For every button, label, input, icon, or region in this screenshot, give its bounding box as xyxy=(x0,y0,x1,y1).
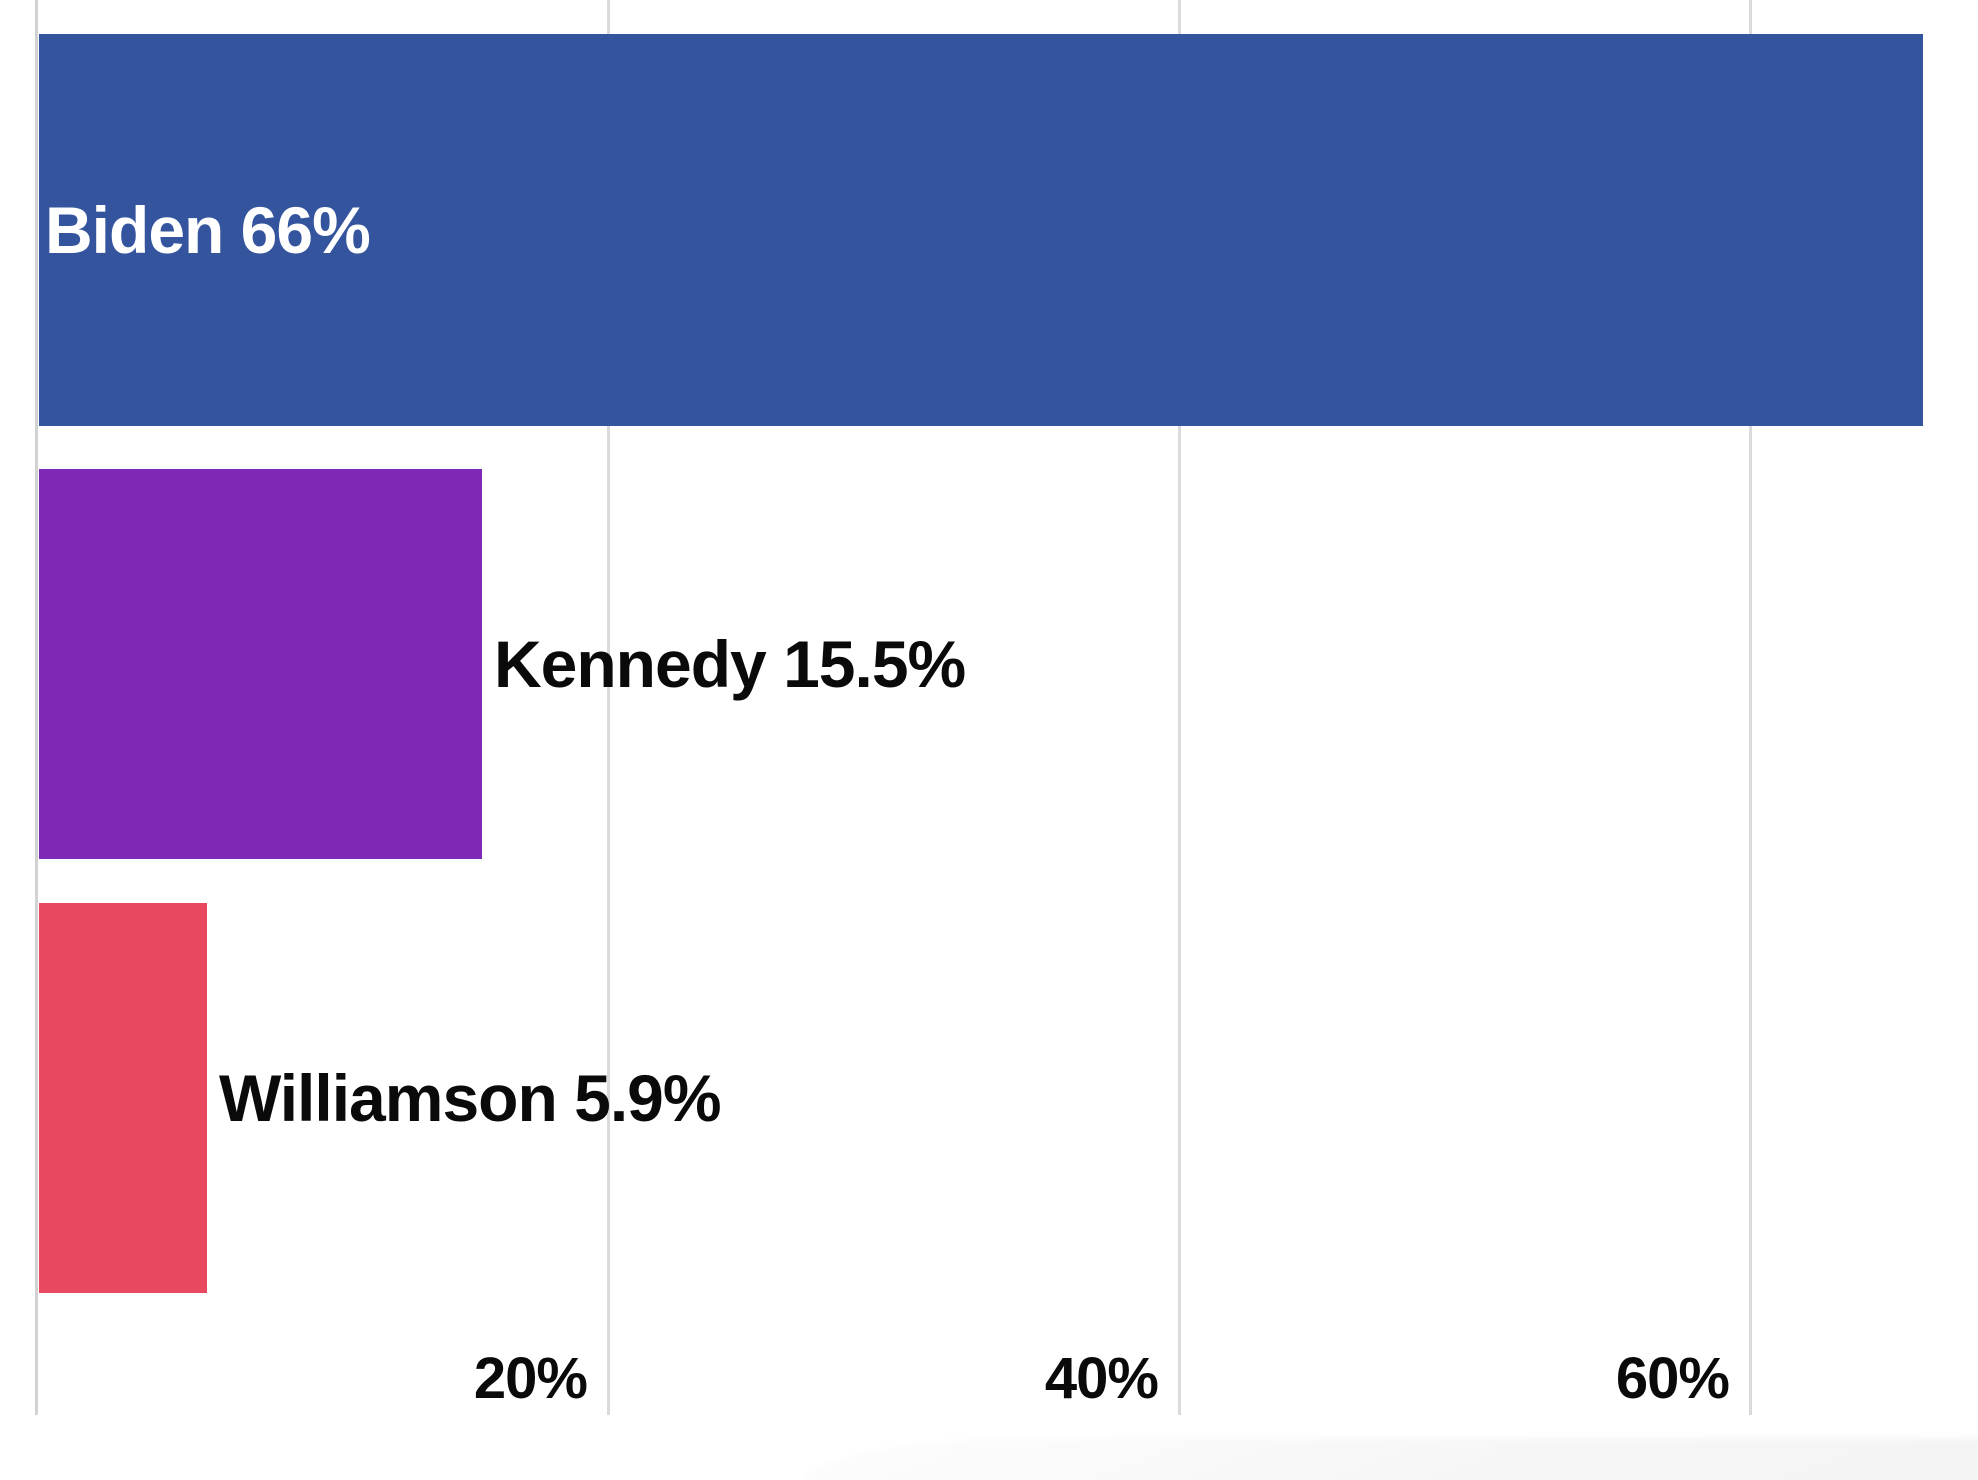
gridline-40% xyxy=(1178,0,1181,1415)
bar-label-kennedy: Kennedy 15.5% xyxy=(494,627,966,701)
y-axis-line xyxy=(35,0,38,1415)
bar-williamson[interactable] xyxy=(39,903,207,1293)
x-tick-20%: 20% xyxy=(473,1346,588,1411)
bar-label-biden: Biden 66% xyxy=(45,193,371,267)
gridline-60% xyxy=(1749,0,1752,1415)
bottom-right-shade xyxy=(800,1438,1978,1480)
x-tick-40%: 40% xyxy=(1044,1346,1159,1411)
x-tick-60%: 60% xyxy=(1615,1346,1730,1411)
bar-kennedy[interactable] xyxy=(39,469,482,859)
bar-label-williamson: Williamson 5.9% xyxy=(219,1061,722,1135)
bar-biden[interactable] xyxy=(39,34,1923,426)
gridline-20% xyxy=(607,0,610,1415)
